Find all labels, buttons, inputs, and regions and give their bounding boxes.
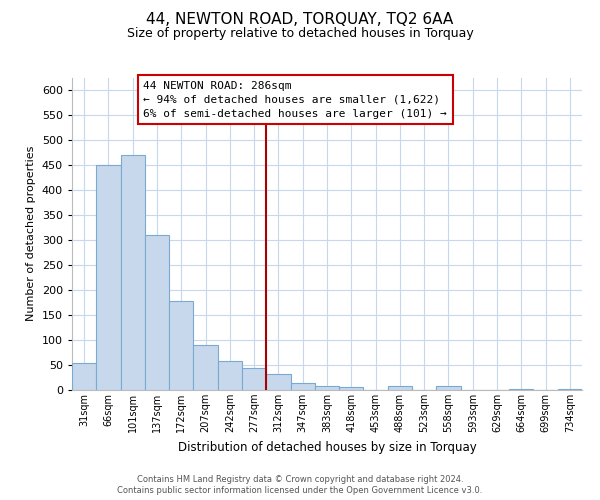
- Bar: [509, 388, 533, 390]
- Text: Contains HM Land Registry data © Crown copyright and database right 2024.: Contains HM Land Registry data © Crown c…: [137, 475, 463, 484]
- Bar: [72, 362, 96, 390]
- Bar: [121, 155, 145, 390]
- Bar: [169, 301, 193, 390]
- Bar: [339, 386, 364, 390]
- Bar: [266, 374, 290, 390]
- Bar: [436, 386, 461, 390]
- Bar: [193, 345, 218, 390]
- Text: Contains public sector information licensed under the Open Government Licence v3: Contains public sector information licen…: [118, 486, 482, 495]
- Text: 44 NEWTON ROAD: 286sqm
← 94% of detached houses are smaller (1,622)
6% of semi-d: 44 NEWTON ROAD: 286sqm ← 94% of detached…: [143, 80, 447, 118]
- Bar: [145, 235, 169, 390]
- Text: 44, NEWTON ROAD, TORQUAY, TQ2 6AA: 44, NEWTON ROAD, TORQUAY, TQ2 6AA: [146, 12, 454, 28]
- Text: Size of property relative to detached houses in Torquay: Size of property relative to detached ho…: [127, 28, 473, 40]
- Y-axis label: Number of detached properties: Number of detached properties: [26, 146, 36, 322]
- Bar: [96, 165, 121, 390]
- Bar: [290, 382, 315, 390]
- Bar: [388, 386, 412, 390]
- Bar: [218, 361, 242, 390]
- Bar: [558, 388, 582, 390]
- Bar: [242, 368, 266, 390]
- X-axis label: Distribution of detached houses by size in Torquay: Distribution of detached houses by size …: [178, 440, 476, 454]
- Bar: [315, 386, 339, 390]
